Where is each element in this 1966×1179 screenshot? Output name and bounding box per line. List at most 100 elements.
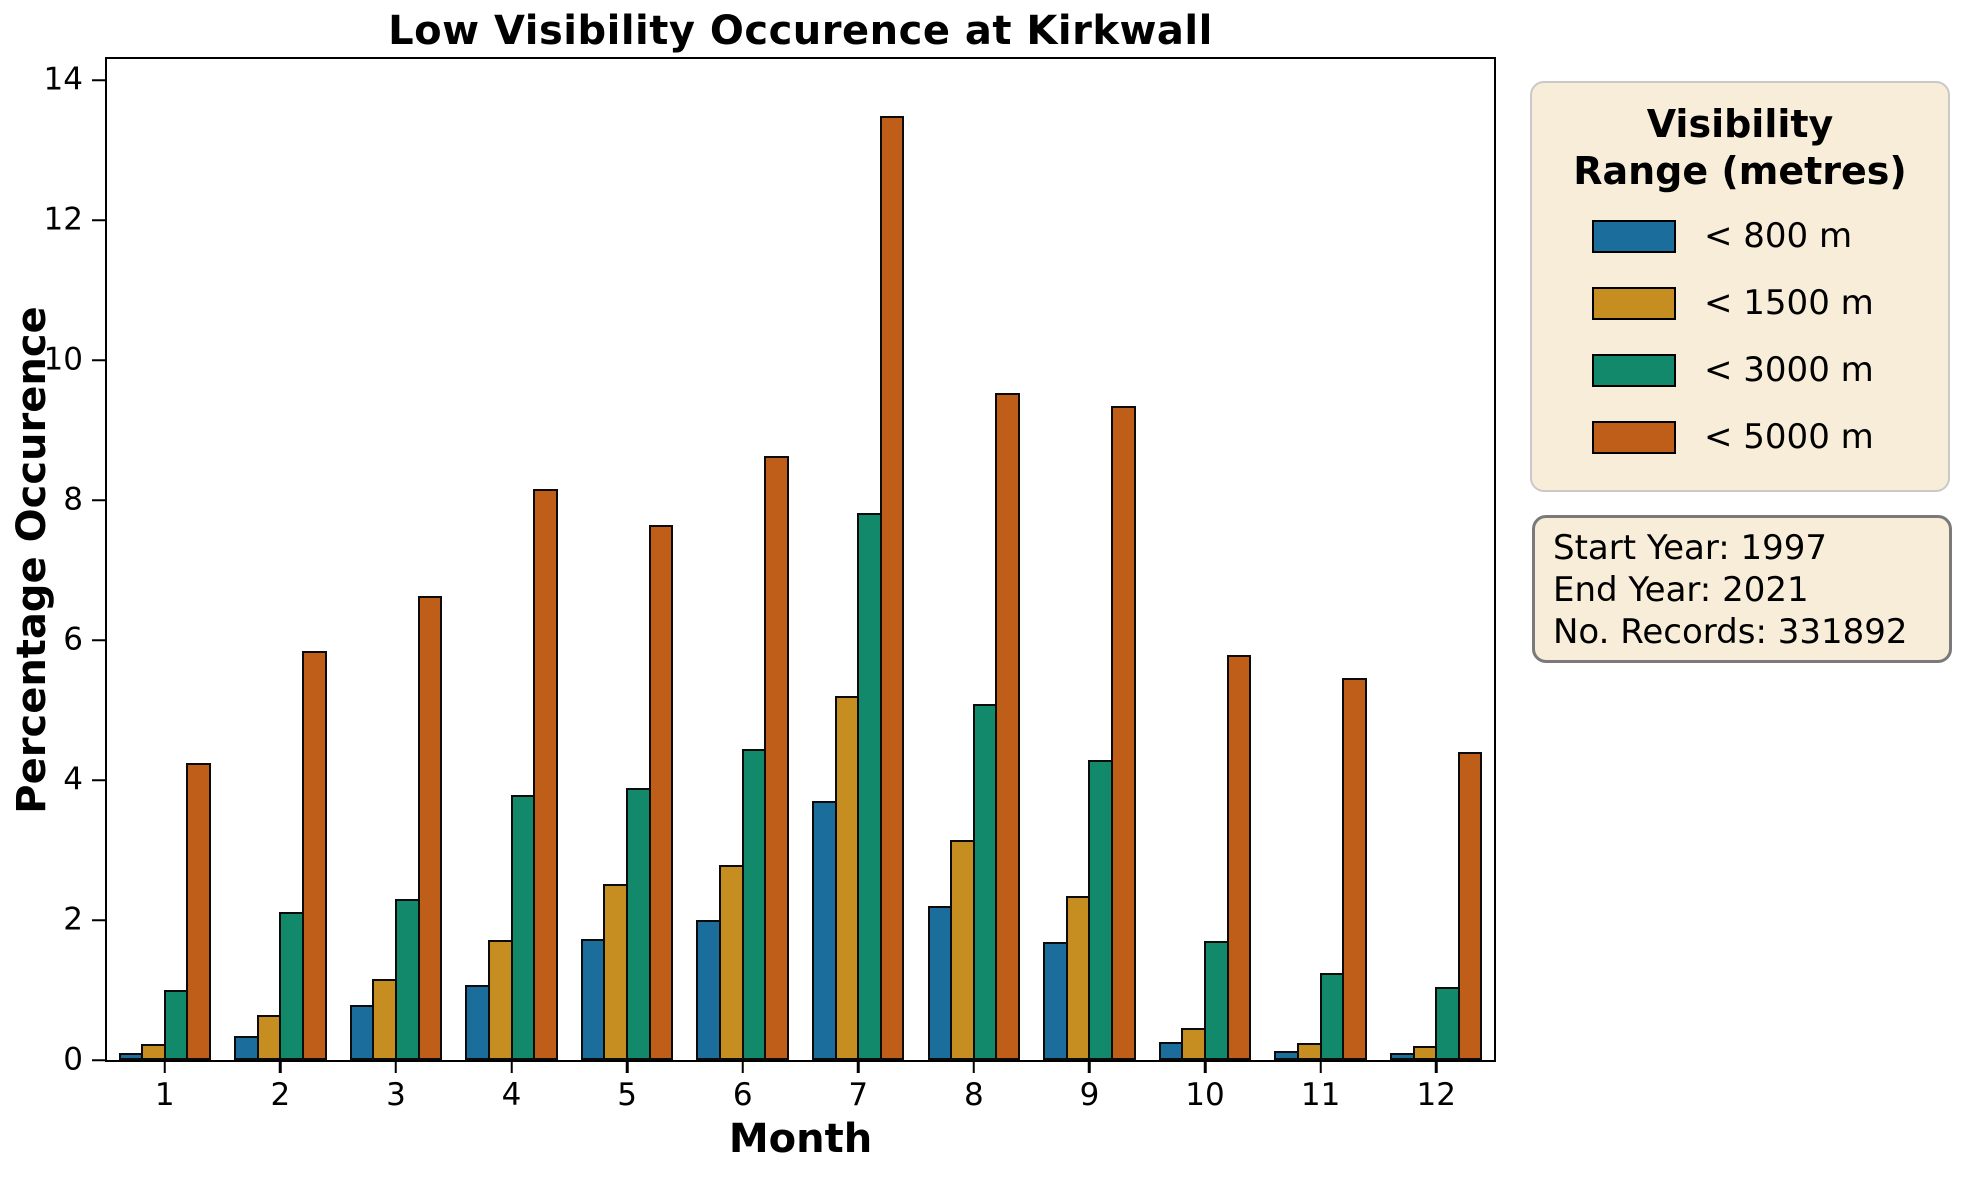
- info-box: Start Year: 1997 End Year: 2021 No. Record…: [1532, 515, 1952, 663]
- y-tick-label-8: 8: [63, 481, 83, 518]
- bars-month-12: [1389, 59, 1483, 1060]
- bar-groups: [107, 59, 1494, 1060]
- x-tick-mark-1: [163, 1060, 167, 1073]
- legend-swatch-1500m: [1592, 286, 1676, 320]
- bar-month7-1500m: [834, 696, 860, 1060]
- x-tick-mark-10: [1203, 1060, 1207, 1073]
- bar-month4-3000m: [510, 795, 536, 1060]
- y-tick-label-4: 4: [63, 761, 83, 798]
- month-group-6: [685, 59, 801, 1060]
- x-tick-label-9: 9: [1079, 1077, 1100, 1113]
- bar-month6-5000m: [764, 455, 789, 1060]
- y-tick-mark-6: [91, 638, 105, 642]
- legend-swatch-5000m: [1592, 420, 1676, 454]
- bar-month2-800m: [234, 1035, 259, 1060]
- bar-month12-800m: [1389, 1053, 1415, 1060]
- bars-month-1: [118, 59, 211, 1060]
- chart-title: Low Visibility Occurence at Kirkwall: [388, 8, 1213, 54]
- bars-month-10: [1158, 59, 1252, 1060]
- info-line-3: No. Records: 331892: [1553, 612, 1908, 652]
- legend-title: Visibility Range (metres): [1532, 101, 1948, 195]
- y-tick-mark-10: [91, 358, 105, 362]
- month-group-7: [800, 59, 916, 1060]
- bar-month6-1500m: [719, 864, 744, 1060]
- bar-month10-5000m: [1226, 654, 1252, 1060]
- bar-month7-3000m: [857, 513, 882, 1060]
- x-tick-mark-7: [857, 1060, 860, 1073]
- legend-label: < 5000 m: [1704, 417, 1874, 457]
- bar-month2-1500m: [256, 1015, 282, 1060]
- bar-month3-800m: [349, 1005, 375, 1060]
- info-line-2: End Year: 2021: [1553, 570, 1809, 610]
- month-group-11: [1263, 59, 1379, 1060]
- bar-month4-1500m: [487, 939, 513, 1060]
- month-group-9: [1032, 59, 1148, 1060]
- x-tick-mark-5: [625, 1060, 629, 1073]
- info-line-1: Start Year: 1997: [1553, 528, 1828, 568]
- y-tick-mark-12: [91, 218, 105, 222]
- y-axis-label: Percentage Occurence: [9, 306, 55, 814]
- bar-month1-5000m: [186, 762, 211, 1060]
- x-tick-mark-11: [1319, 1060, 1322, 1073]
- x-tick-mark-3: [394, 1060, 398, 1073]
- bar-month7-800m: [812, 801, 837, 1060]
- bars-month-9: [1043, 59, 1136, 1060]
- bar-month7-5000m: [879, 116, 905, 1060]
- month-group-3: [338, 59, 454, 1060]
- bar-month9-5000m: [1111, 406, 1136, 1060]
- x-tick-label-8: 8: [964, 1077, 984, 1113]
- plot-area: 0 2 4 6 8 10 12 14 1 2 3 4 5 6 7 8 9 10 11 12: [44, 57, 1496, 1111]
- month-group-10: [1147, 59, 1263, 1060]
- bar-month9-3000m: [1088, 760, 1114, 1060]
- bar-month8-3000m: [972, 704, 998, 1060]
- bars-month-11: [1274, 59, 1367, 1060]
- bar-month6-800m: [696, 920, 722, 1060]
- y-tick-mark-14: [91, 78, 105, 82]
- bar-month3-3000m: [394, 899, 420, 1060]
- bars-month-5: [580, 59, 674, 1060]
- legend-label: < 800 m: [1704, 216, 1853, 256]
- bar-month12-3000m: [1435, 986, 1460, 1060]
- bar-month12-1500m: [1412, 1046, 1438, 1060]
- y-tick-mark-8: [91, 498, 105, 502]
- bar-month9-1500m: [1065, 896, 1091, 1060]
- bar-month10-3000m: [1203, 941, 1229, 1060]
- bar-month11-5000m: [1342, 677, 1367, 1060]
- legend-entry-5000m: < 5000 m: [1592, 420, 1948, 454]
- legend-label: < 3000 m: [1704, 350, 1874, 390]
- bars-month-4: [465, 59, 558, 1060]
- x-tick-label-4: 4: [501, 1077, 522, 1113]
- bar-month11-3000m: [1319, 973, 1345, 1060]
- x-tick-label-7: 7: [848, 1077, 869, 1113]
- month-group-5: [569, 59, 685, 1060]
- y-tick-label-0: 0: [63, 1041, 83, 1078]
- month-group-4: [454, 59, 570, 1060]
- bar-month6-3000m: [741, 748, 767, 1060]
- bar-month8-800m: [927, 906, 953, 1060]
- month-group-12: [1378, 59, 1494, 1060]
- bars-month-7: [812, 59, 905, 1060]
- y-tick-mark-4: [91, 778, 105, 782]
- x-tick-label-2: 2: [270, 1077, 291, 1113]
- bar-month4-5000m: [533, 488, 558, 1060]
- legend-entry-800m: < 800 m: [1592, 219, 1948, 253]
- bars-month-3: [349, 59, 443, 1060]
- legend-entry-1500m: < 1500 m: [1592, 286, 1948, 320]
- bar-month4-800m: [465, 985, 490, 1060]
- legend-swatch-800m: [1592, 219, 1676, 253]
- y-tick-label-14: 14: [43, 61, 83, 98]
- bar-month10-1500m: [1181, 1027, 1206, 1060]
- legend-entries: < 800 m < 1500 m < 3000 m < 5000 m: [1532, 219, 1948, 454]
- bar-month5-1500m: [603, 884, 629, 1060]
- legend-title-line2: Range (metres): [1573, 149, 1907, 193]
- bar-month1-1500m: [141, 1043, 166, 1060]
- legend-title-line1: Visibility: [1646, 102, 1834, 146]
- x-tick-mark-4: [510, 1060, 513, 1073]
- x-tick-label-6: 6: [732, 1077, 753, 1113]
- bar-month2-3000m: [279, 911, 304, 1060]
- bars-month-2: [234, 59, 327, 1060]
- x-tick-label-1: 1: [154, 1077, 175, 1113]
- y-tick-label-10: 10: [43, 341, 83, 378]
- bar-month11-800m: [1274, 1050, 1299, 1060]
- bar-month3-5000m: [417, 595, 443, 1060]
